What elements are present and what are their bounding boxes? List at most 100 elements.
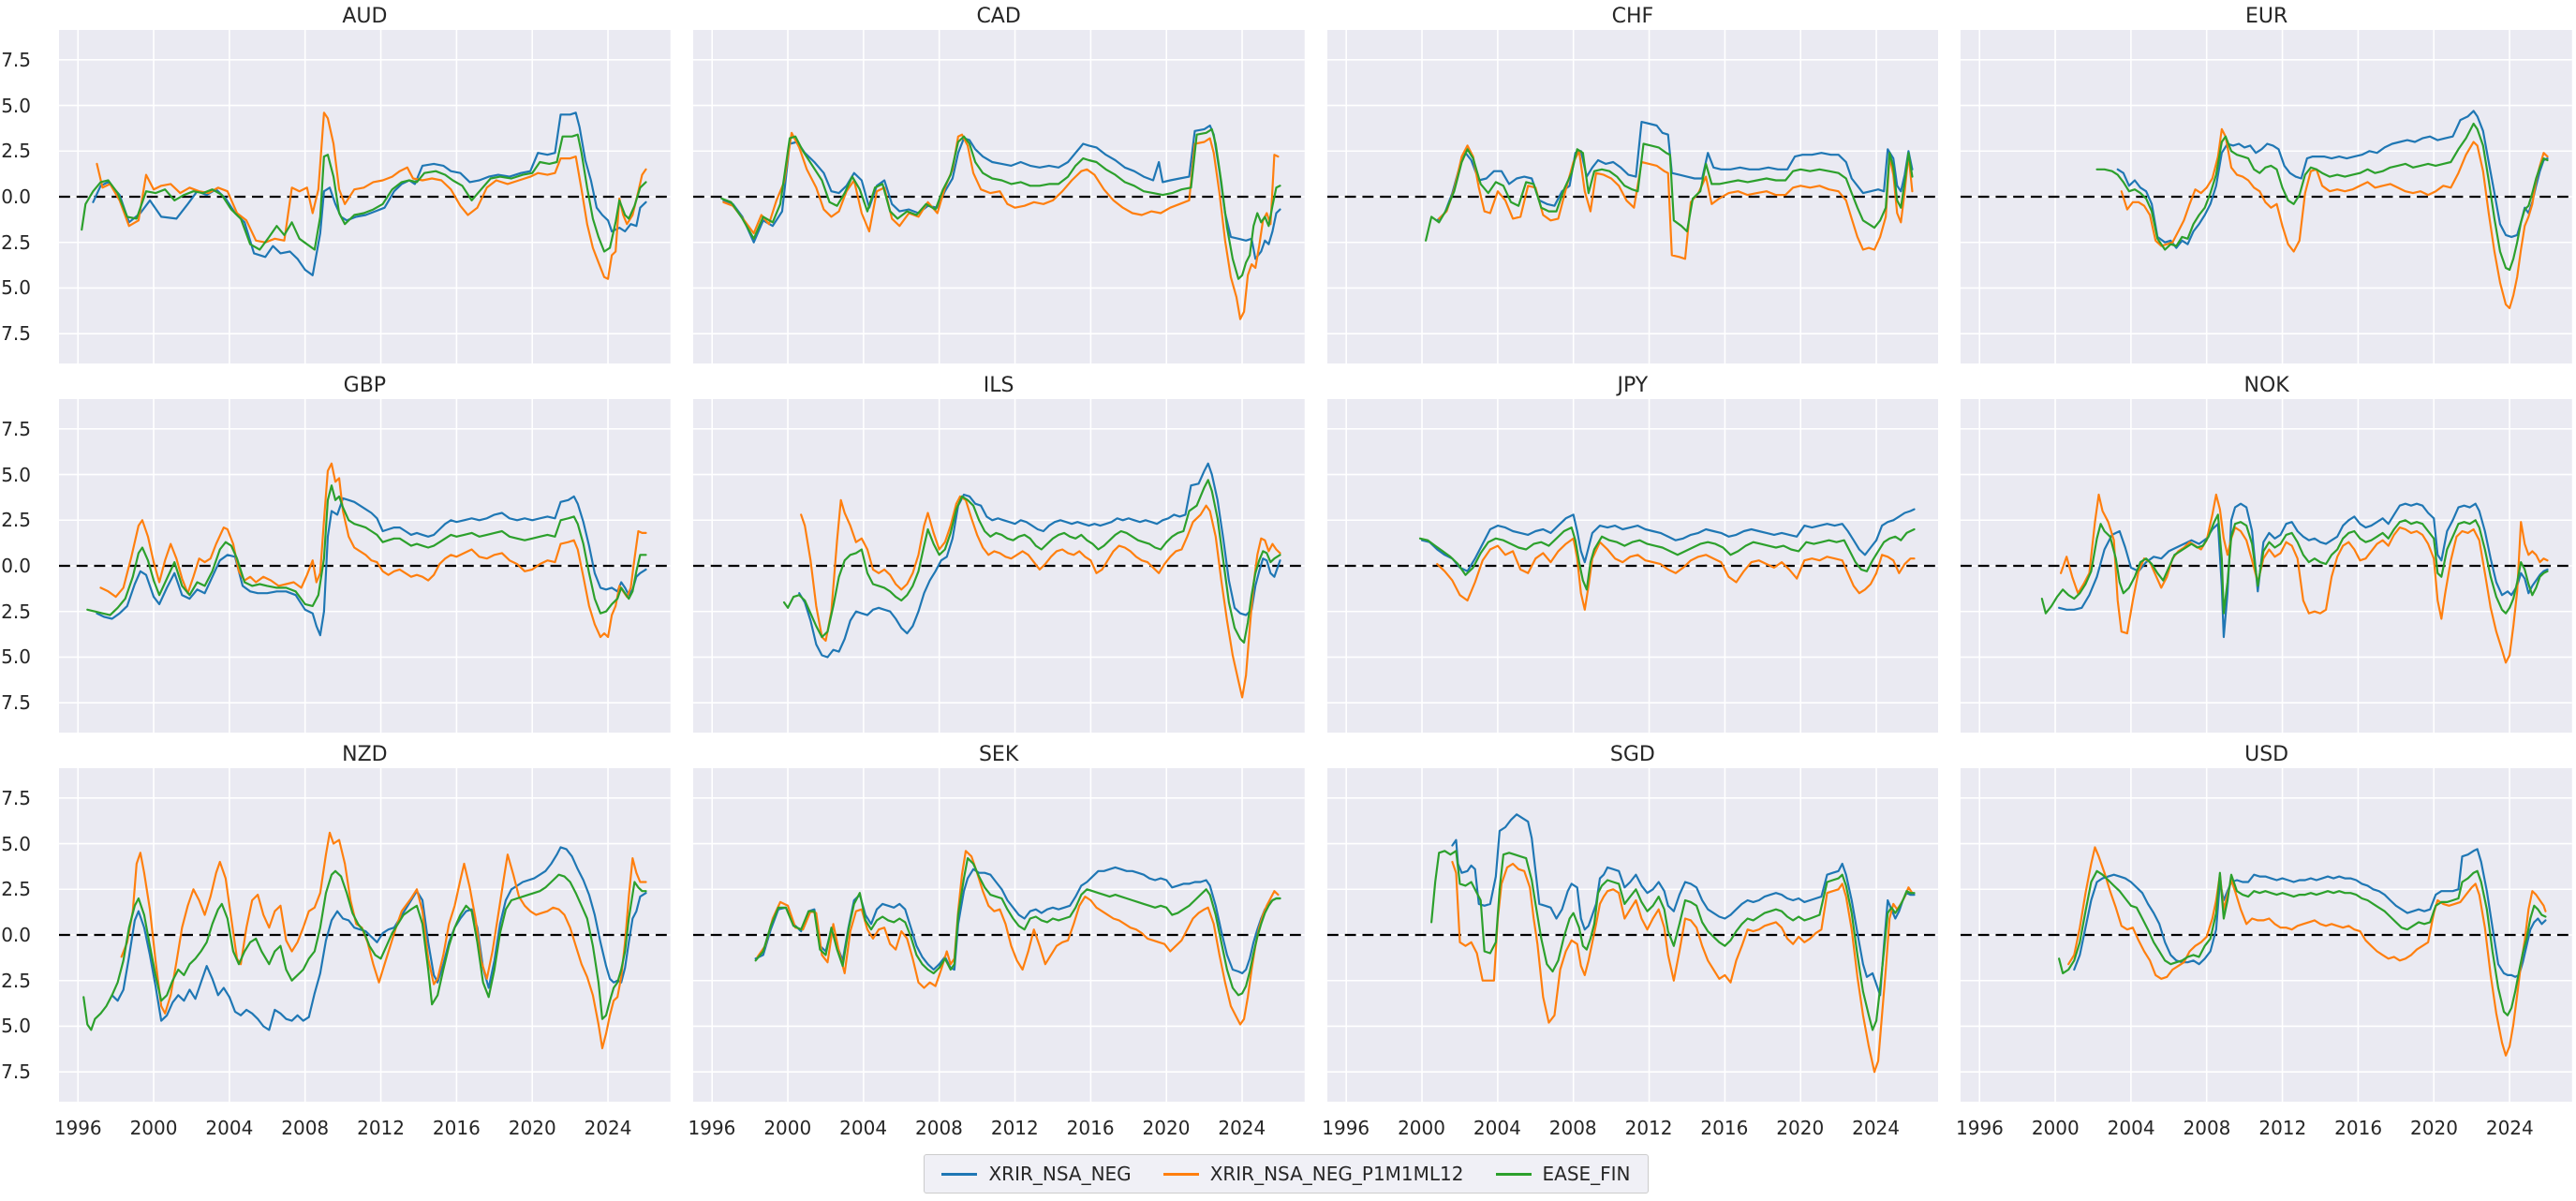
x-tick-label: 2020	[2410, 1117, 2458, 1139]
y-axis-tick-labels-row-3: 7.5 5.0 2.5 0.0 −2.5 −5.0 −7.5	[0, 744, 37, 1102]
plot-area-nok	[1961, 399, 2572, 733]
x-tick-label: 2016	[1700, 1117, 1749, 1139]
subplot-title: EUR	[2244, 5, 2288, 28]
x-tick-label: 2004	[2107, 1117, 2155, 1139]
y-tick-label: 5.0	[1, 94, 31, 117]
y-tick-label: 7.5	[1, 417, 31, 440]
series-line-xrir_nsa_neg	[96, 495, 647, 637]
series-line-xrir_nsa_neg_p1m1ml12	[1435, 537, 1916, 611]
subplot-title: NZD	[342, 743, 388, 766]
subplot-usd: USD	[1961, 744, 2572, 1102]
x-tick-label: 2004	[839, 1117, 888, 1139]
x-tick-label: 2020	[1142, 1117, 1191, 1139]
x-axis-tick-labels-col-3: 1996 2000 2004 2008 2012 2016 2020 2024	[1322, 1113, 1939, 1141]
legend-box: XRIR_NSA_NEG XRIR_NSA_NEG_P1M1ML12 EASE_FI…	[924, 1154, 1649, 1194]
legend: XRIR_NSA_NEG XRIR_NSA_NEG_P1M1ML12 EASE_FI…	[0, 1152, 2572, 1199]
subplot-title: JPY	[1617, 374, 1649, 397]
x-tick-label: 2008	[1548, 1117, 1597, 1139]
subplot-title: USD	[2244, 743, 2289, 766]
y-tick-label: 7.5	[1, 48, 31, 71]
x-tick-label: 1996	[1956, 1117, 2004, 1139]
series-line-ease_fin	[2058, 869, 2547, 1016]
legend-line-swatch	[1495, 1172, 1532, 1176]
series-line-xrir_nsa_neg_p1m1ml12	[2067, 846, 2547, 1057]
x-axis-tick-labels-col-2: 1996 2000 2004 2008 2012 2016 2020 2024	[688, 1113, 1305, 1141]
y-tick-label: 5.0	[1, 463, 31, 486]
x-tick-label: 1996	[53, 1117, 102, 1139]
x-tick-label: 2020	[1776, 1117, 1825, 1139]
series-line-xrir_nsa_neg_p1m1ml12	[756, 850, 1280, 1026]
plot-area-cad	[692, 30, 1305, 363]
y-tick-label: −2.5	[0, 230, 31, 254]
subplot-title: ILS	[983, 374, 1014, 397]
legend-item-xrir_nsa_neg_p1m1ml12: XRIR_NSA_NEG_P1M1ML12	[1162, 1163, 1464, 1185]
series-line-ease_fin	[1429, 850, 1916, 1031]
plot-area-chf	[1326, 30, 1939, 363]
x-tick-label: 2016	[432, 1117, 481, 1139]
x-tick-label: 2008	[915, 1117, 963, 1139]
x-tick-label: 2020	[508, 1117, 556, 1139]
y-tick-label: 0.0	[1, 924, 31, 946]
y-tick-label: −7.5	[0, 691, 31, 715]
series-line-xrir_nsa_neg_p1m1ml12	[799, 495, 1281, 699]
subplot-gbp: GBP	[59, 375, 671, 733]
x-tick-label: 2012	[357, 1117, 405, 1139]
plot-area-sgd	[1326, 768, 1939, 1102]
y-axis-tick-labels-row-1: 7.5 5.0 2.5 0.0 −2.5 −5.0 −7.5	[0, 6, 37, 363]
legend-line-swatch	[941, 1172, 978, 1176]
plot-area-jpy	[1326, 399, 1939, 733]
y-tick-label: −5.0	[0, 1015, 31, 1038]
x-axis-gutter-spacer	[0, 1113, 37, 1141]
x-tick-label: 2024	[1852, 1117, 1900, 1139]
subplot-jpy: JPY	[1326, 374, 1939, 733]
y-tick-label: −7.5	[0, 1060, 31, 1084]
series-line-xrir_nsa_neg_p1m1ml12	[722, 131, 1280, 320]
series-line-ease_fin	[754, 856, 1281, 997]
y-tick-label: −5.0	[0, 276, 31, 300]
series-line-xrir_nsa_neg	[1450, 813, 1916, 997]
y-tick-label: 2.5	[1, 509, 31, 532]
legend-label: EASE_FIN	[1542, 1163, 1631, 1185]
legend-line-swatch	[1162, 1172, 1199, 1176]
x-axis-tick-labels-col-1: 1996 2000 2004 2008 2012 2016 2020 2024	[54, 1113, 671, 1141]
legend-item-ease_fin: EASE_FIN	[1495, 1163, 1631, 1185]
series-line-xrir_nsa_neg_p1m1ml12	[96, 111, 647, 280]
subplot-title: NOK	[2243, 374, 2289, 397]
x-tick-label: 2004	[205, 1117, 254, 1139]
y-tick-label: 7.5	[1, 786, 31, 809]
subplot-title: SGD	[1609, 743, 1655, 766]
y-tick-label: −7.5	[0, 322, 31, 346]
x-tick-label: 2000	[2031, 1117, 2080, 1139]
subplot-ils: ILS	[692, 374, 1305, 733]
x-tick-label: 2008	[2183, 1117, 2231, 1139]
subplot-title: AUD	[342, 5, 388, 28]
series-line-xrir_nsa_neg	[1420, 508, 1916, 572]
y-axis-tick-labels-row-2: 7.5 5.0 2.5 0.0 −2.5 −5.0 −7.5	[0, 375, 37, 733]
x-tick-label: 2004	[1473, 1117, 1521, 1139]
x-tick-label: 2000	[1398, 1117, 1445, 1139]
plot-area-sek	[692, 768, 1305, 1102]
series-line-xrir_nsa_neg_p1m1ml12	[1450, 860, 1914, 1074]
x-tick-label: 1996	[688, 1117, 736, 1139]
series-line-xrir_nsa_neg	[2073, 848, 2547, 978]
series-line-ease_fin	[82, 869, 647, 1031]
x-tick-label: 2024	[2485, 1117, 2534, 1139]
y-tick-label: 5.0	[1, 832, 31, 855]
subplot-title: SEK	[978, 743, 1019, 766]
x-tick-label: 2000	[763, 1117, 812, 1139]
series-line-ease_fin	[719, 127, 1281, 280]
series-line-xrir_nsa_neg	[2116, 110, 2549, 249]
series-line-xrir_nsa_neg	[797, 462, 1281, 659]
y-tick-label: −5.0	[0, 645, 31, 669]
y-tick-label: 0.0	[1, 555, 31, 577]
legend-item-xrir_nsa_neg: XRIR_NSA_NEG	[941, 1163, 1132, 1185]
x-tick-label: 2024	[584, 1117, 632, 1139]
x-tick-label: 2012	[2258, 1117, 2307, 1139]
x-tick-label: 2012	[1624, 1117, 1673, 1139]
series-line-xrir_nsa_neg_p1m1ml12	[2060, 493, 2549, 664]
series-line-ease_fin	[782, 479, 1281, 644]
y-tick-label: −2.5	[0, 969, 31, 992]
subplot-aud: AUD	[59, 6, 671, 363]
x-tick-label: 2016	[2334, 1117, 2383, 1139]
